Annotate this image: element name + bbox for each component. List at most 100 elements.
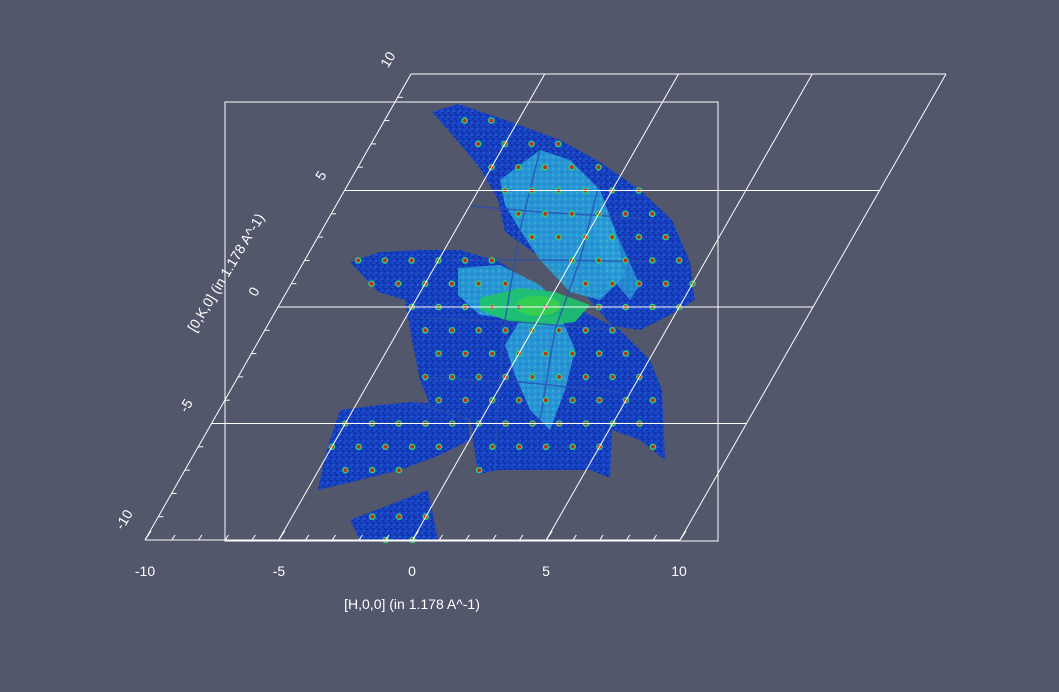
bragg-peak	[569, 350, 576, 357]
intensity-heatmap	[318, 104, 696, 544]
x-axis-tick	[492, 534, 497, 541]
x-axis-tick	[251, 534, 256, 541]
bragg-peak	[622, 257, 629, 264]
y-tick-label: -10	[112, 506, 136, 532]
bragg-peak	[475, 280, 482, 288]
bragg-peak	[529, 373, 536, 381]
bragg-peak	[462, 396, 469, 404]
bragg-peak	[382, 443, 389, 451]
bragg-peak	[515, 396, 523, 404]
bragg-peak	[555, 233, 562, 241]
bragg-peak	[421, 326, 429, 334]
bragg-peak	[435, 396, 443, 404]
bragg-peak	[448, 373, 456, 381]
bragg-peak	[515, 443, 523, 451]
bragg-peak	[648, 210, 656, 218]
bragg-peak	[355, 443, 363, 451]
bragg-peak	[649, 443, 657, 451]
bragg-peak	[475, 373, 483, 381]
bragg-peak	[395, 466, 403, 474]
x-axis-tick	[626, 534, 631, 541]
x-axis-tick	[331, 534, 336, 541]
bragg-peak	[408, 257, 415, 264]
x-axis-tick	[572, 534, 577, 541]
bragg-peak	[582, 280, 589, 288]
bragg-peak	[609, 373, 616, 381]
bragg-peak	[649, 396, 657, 404]
bragg-peak	[502, 326, 509, 334]
x-axis-tick	[465, 534, 470, 541]
bragg-peak	[528, 140, 535, 148]
x-axis-tick	[412, 530, 419, 541]
intensity-peak-core	[516, 296, 560, 316]
bragg-peak	[488, 257, 496, 264]
x-axis-tick	[652, 534, 657, 541]
bragg-peak	[542, 396, 550, 404]
bragg-peak	[635, 233, 643, 241]
x-axis-tick	[545, 530, 553, 541]
bragg-peak	[461, 257, 469, 264]
x-axis-tick	[385, 534, 390, 541]
x-axis-tick	[278, 530, 286, 541]
plot-frame	[224, 101, 719, 542]
skewed-grid	[144, 73, 947, 541]
bragg-peak	[475, 326, 483, 334]
bragg-peak	[501, 280, 509, 288]
x-axis-tick	[679, 530, 687, 541]
bragg-peak	[381, 257, 389, 264]
bragg-peak	[475, 466, 483, 474]
bragg-peak	[489, 443, 496, 451]
x-tick-label: 0	[408, 563, 416, 579]
bragg-peak	[541, 210, 549, 218]
bragg-peak	[461, 117, 468, 124]
x-axis-tick	[305, 534, 310, 541]
x-axis-tick	[358, 534, 363, 541]
bragg-peak	[435, 443, 443, 451]
bragg-peak	[568, 210, 576, 218]
bragg-peak	[662, 280, 670, 288]
intensity-band-lower	[505, 315, 575, 430]
bragg-peak	[555, 140, 562, 148]
bragg-peak	[448, 326, 456, 334]
bragg-peak	[488, 350, 496, 357]
x-tick-label: -10	[135, 563, 155, 579]
x-tick-label: 5	[542, 563, 550, 579]
x-tick-labels: -10 -5 0 5 10	[135, 563, 687, 579]
bragg-peak	[541, 163, 549, 171]
bragg-peak	[542, 350, 549, 357]
bragg-peak	[542, 443, 550, 451]
bragg-peak	[609, 280, 616, 288]
bragg-peak	[515, 210, 522, 218]
bragg-peak	[555, 326, 563, 334]
intensity-band-diag	[590, 210, 640, 300]
bragg-peak	[515, 163, 522, 171]
bragg-peak	[555, 373, 563, 381]
bragg-peak	[595, 163, 602, 171]
x-tick-label: 10	[671, 563, 687, 579]
bragg-peak	[582, 326, 590, 334]
bragg-peak	[474, 140, 482, 148]
bragg-peak	[422, 373, 429, 381]
detector-region-bottom	[350, 490, 438, 540]
bragg-peak	[462, 350, 469, 357]
bragg-peak	[608, 233, 616, 241]
y-tick-label: 10	[377, 48, 399, 70]
bragg-peaks	[328, 117, 696, 544]
bragg-peak	[649, 257, 656, 264]
bragg-peak	[394, 280, 402, 288]
bragg-peak	[395, 513, 403, 521]
bragg-peak	[569, 396, 576, 404]
axis-ticks	[144, 73, 687, 541]
bragg-peak	[582, 373, 590, 381]
bragg-peak	[596, 396, 603, 404]
bragg-peak	[622, 350, 630, 357]
bragg-peak	[342, 466, 349, 474]
x-axis-tick	[171, 534, 176, 541]
bragg-peak	[435, 350, 442, 357]
bragg-peak	[368, 466, 376, 474]
y-tick-label: -5	[176, 396, 196, 415]
bragg-peak	[354, 257, 362, 264]
bragg-peak	[528, 233, 536, 241]
x-axis-tick	[599, 534, 604, 541]
